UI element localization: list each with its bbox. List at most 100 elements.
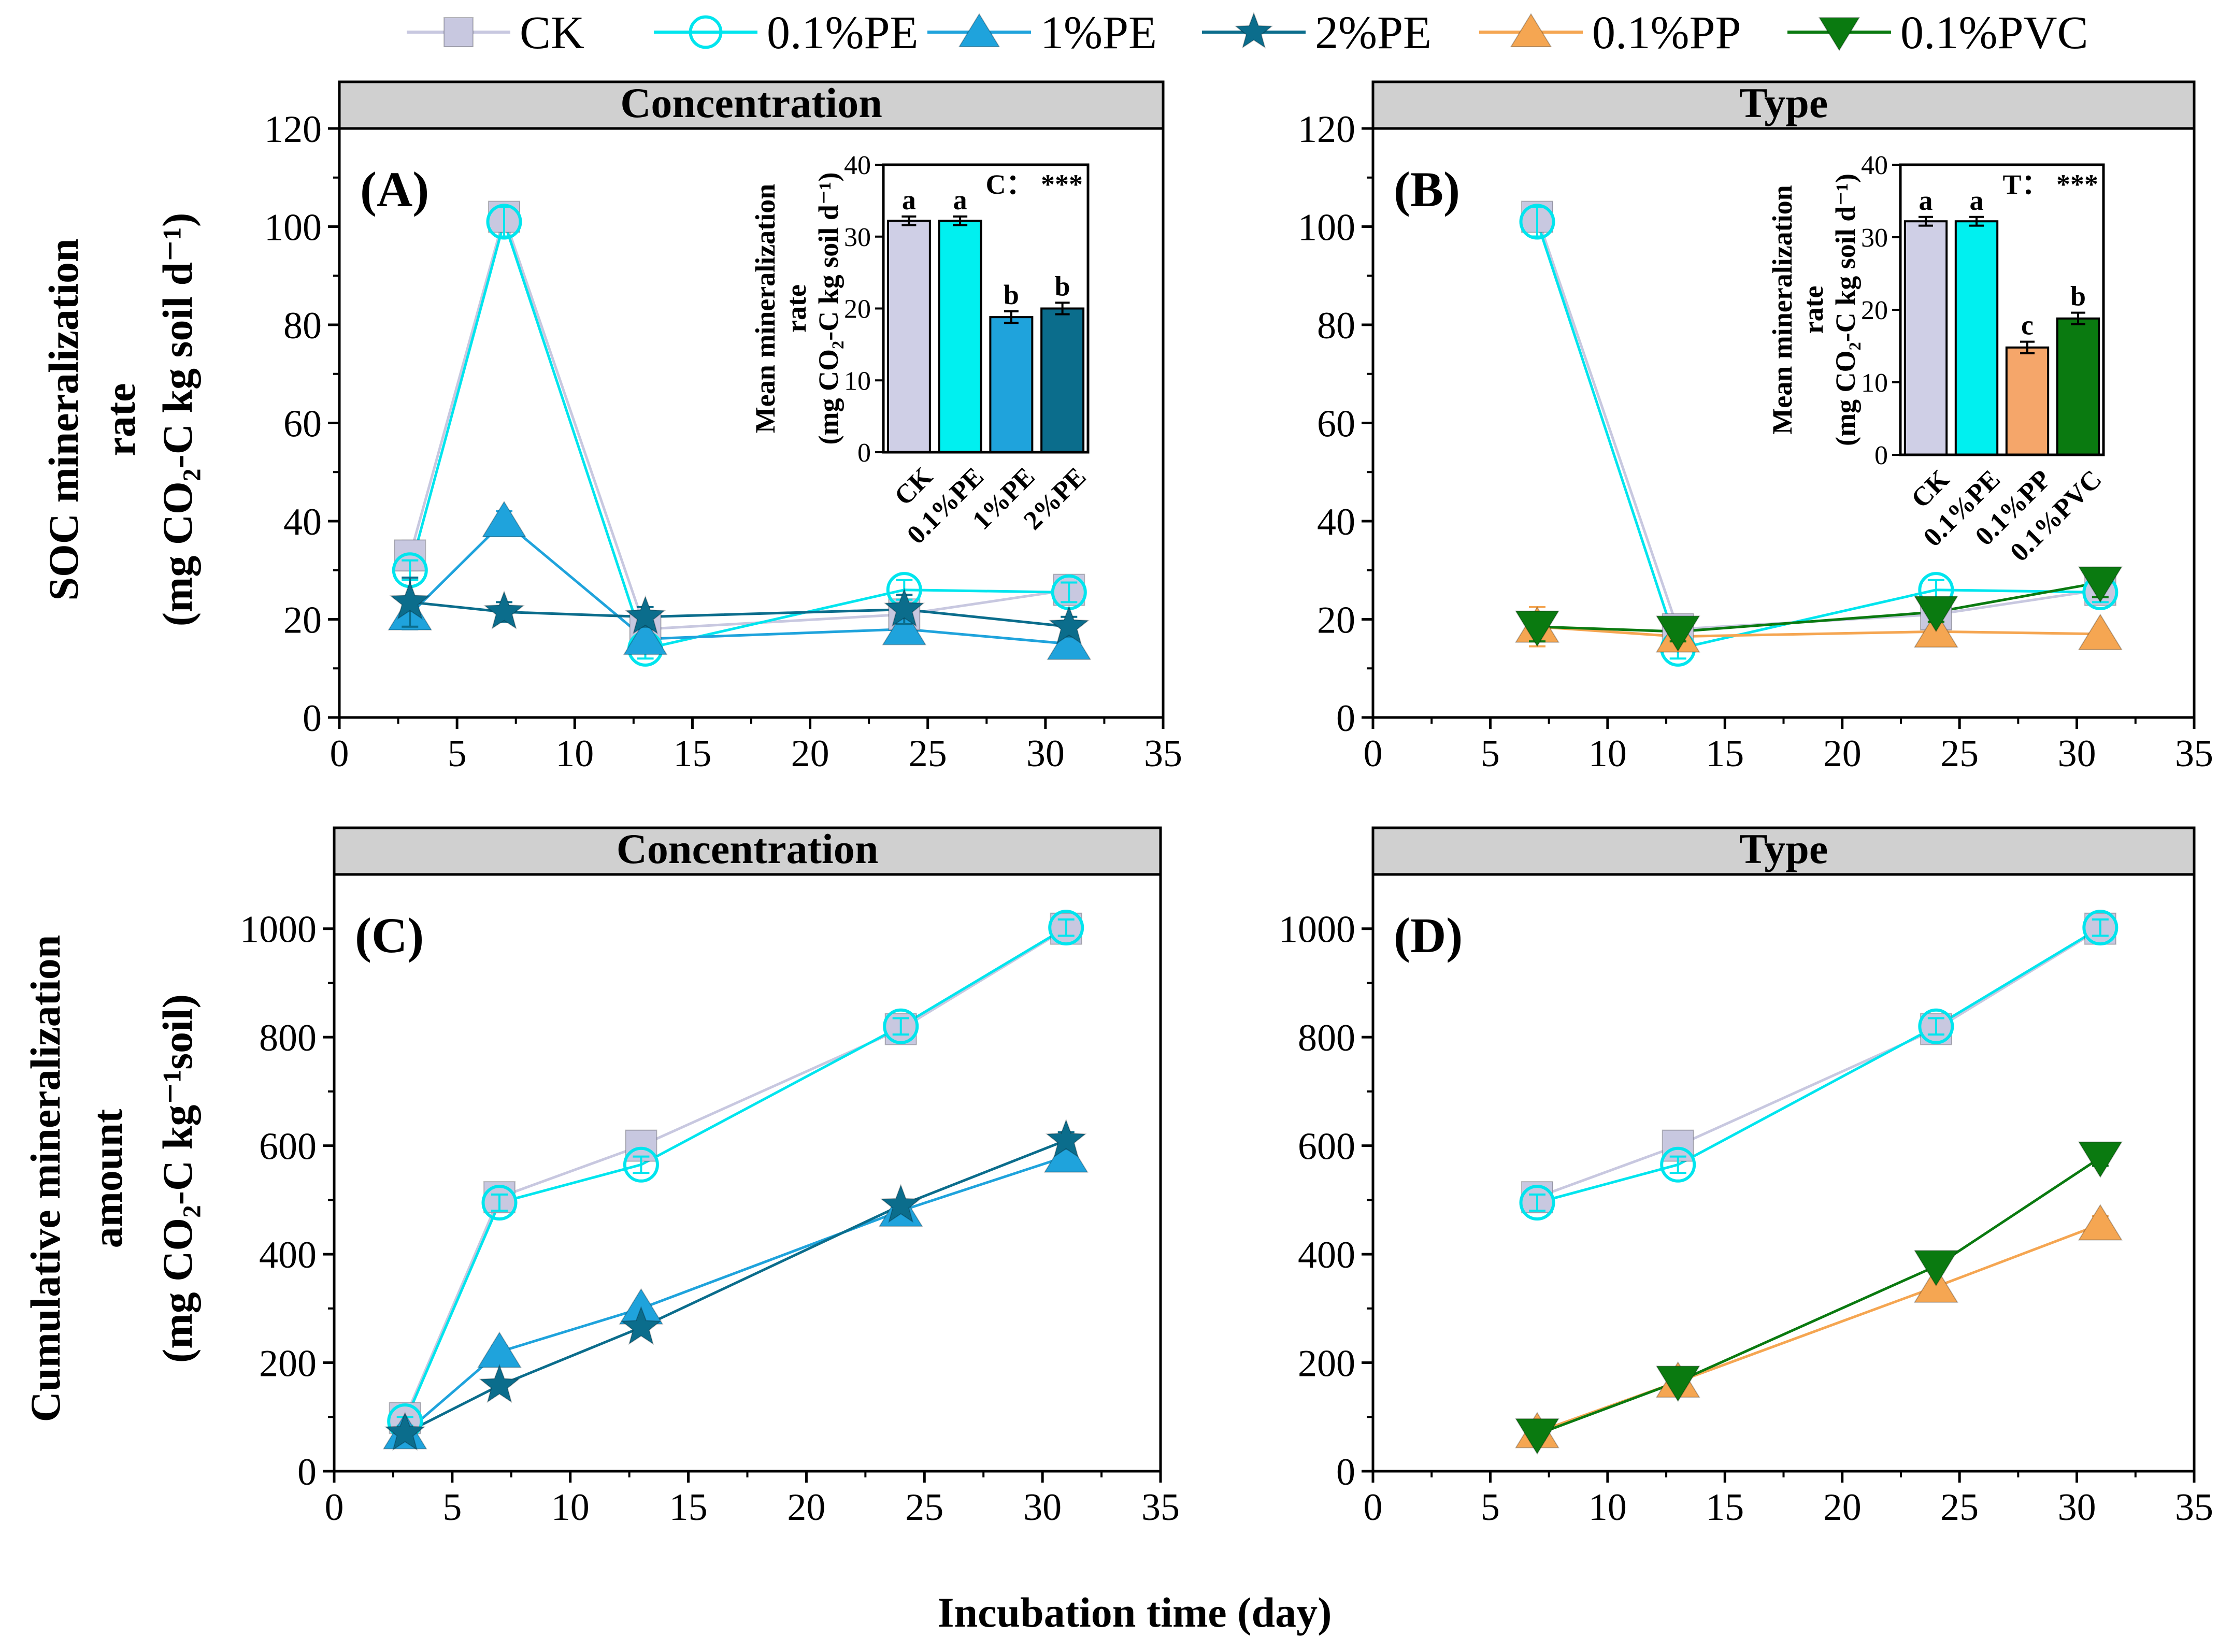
x-tick-label: 35 (1144, 732, 1182, 775)
inset-y-tick-label: 10 (1861, 368, 1888, 398)
x-tick-label: 35 (2175, 1486, 2213, 1529)
legend-label: 1%PE (1040, 7, 1157, 59)
series-line-0-1pctpvc (1537, 581, 2101, 633)
y-tick-label: 400 (1298, 1234, 1355, 1276)
y-tick-label: 100 (264, 207, 322, 249)
data-point (1655, 615, 1700, 652)
rate-y-axis-title: rate (97, 383, 144, 456)
data-point (620, 1305, 662, 1345)
series-points-0-1pctpvc (1514, 566, 2123, 652)
inset-bar-0-1pctpvc (2056, 317, 2100, 456)
x-tick-label: 0 (330, 732, 349, 775)
data-point (1048, 910, 1084, 946)
data-point (624, 595, 666, 635)
x-tick-label: 0 (1364, 1486, 1383, 1529)
inset-y-tick-label: 20 (1861, 296, 1888, 325)
shared-labels: Incubation time (day)SOC mineralization r… (22, 213, 1332, 1636)
data-point (883, 1008, 919, 1044)
data-point (880, 1183, 922, 1223)
inset-annotation: C： *** (986, 169, 1083, 200)
panel-label: (B) (1394, 162, 1460, 217)
y-tick-label: 60 (283, 403, 322, 446)
y-tick-label: 400 (259, 1234, 317, 1276)
x-tick-label: 10 (1588, 732, 1627, 775)
y-tick-label: 800 (259, 1017, 317, 1059)
legend-marker-circle-open (689, 15, 723, 49)
y-tick-label: 200 (1298, 1343, 1355, 1385)
panel-d: Type 0 5 10 15 20 25 30 35 0 200 400 600 800 1000 (D) (1279, 825, 2213, 1529)
panel-c: Concentration 0 5 10 15 20 25 30 35 0 200 400 600 800… (240, 825, 1180, 1529)
x-tick-label: 35 (2175, 732, 2213, 775)
data-point (1519, 1185, 1555, 1221)
series-line-0-1pctpe (1536, 221, 2100, 651)
legend-marker-star (1234, 11, 1273, 49)
inset-y-axis-title: (mg CO₂-C kg soil d⁻¹) (1830, 174, 1861, 446)
legend-label: 2%PE (1315, 7, 1432, 59)
y-tick-label: 200 (259, 1343, 317, 1385)
significance-letter: a (1919, 185, 1933, 216)
y-tick-label: 0 (1336, 1451, 1355, 1493)
cumulative-y-axis-title: Cumulative mineralization (22, 935, 69, 1423)
x-tick-label: 20 (787, 1486, 825, 1529)
data-point (1045, 1118, 1087, 1158)
y-tick-label: 20 (283, 599, 322, 642)
data-point (394, 539, 426, 572)
data-point (2078, 1204, 2123, 1241)
y-tick-label: 600 (259, 1126, 317, 1168)
facet-strip (1371, 80, 2196, 130)
y-tick-label: 40 (283, 501, 322, 543)
data-point (882, 609, 927, 645)
y-tick-label: 1000 (1279, 909, 1355, 951)
legend-label: 0.1%PE (767, 7, 919, 59)
y-tick-label: 800 (1298, 1017, 1355, 1059)
significance-letter: b (1004, 279, 1019, 310)
x-tick-label: 20 (791, 732, 829, 775)
inset-y-axis-title: Mean mineralization (750, 184, 781, 433)
data-point (1655, 1366, 1700, 1402)
inset-y-tick-label: 20 (844, 295, 871, 324)
inset-bar-2pctpe (1040, 307, 1085, 453)
y-tick-label: 600 (1298, 1126, 1355, 1168)
inset-y-tick-label: 10 (844, 366, 871, 396)
significance-letter: a (953, 184, 967, 216)
inset-bar-1pctpe (989, 316, 1034, 454)
data-point (1660, 1146, 1696, 1183)
series-points-2pctpe (384, 1118, 1087, 1451)
series-line-0-1pctpp (1537, 1223, 2101, 1433)
y-tick-label: 0 (1336, 697, 1355, 740)
x-tick-label: 35 (1141, 1486, 1180, 1529)
data-point (2078, 566, 2123, 603)
x-tick-label: 25 (909, 732, 947, 775)
legend: CK 0.1%PE 1%PE 2%PE 0.1%PP 0.1%PVC (407, 7, 2088, 59)
series-line-1pctpe (409, 519, 1069, 645)
rate-y-axis-title: (mg CO₂-C kg soil d⁻¹) (154, 213, 201, 627)
x-tick-label: 25 (1940, 1486, 1979, 1529)
significance-letter: b (1055, 270, 1070, 301)
significance-letter: c (2021, 310, 2034, 341)
data-point (479, 1363, 520, 1403)
x-axis-title: Incubation time (day) (938, 1589, 1332, 1636)
x-tick-label: 30 (1023, 1486, 1062, 1529)
inset-annotation: T： *** (2002, 169, 2098, 200)
legend-item-0-1pctpvc: 0.1%PVC (1787, 7, 2088, 59)
plot-frame (1371, 873, 2196, 1473)
series-points-ck (1521, 912, 2116, 1214)
x-tick-label: 10 (1588, 1486, 1627, 1529)
inset-y-axis-title: (mg CO₂-C kg soil d⁻¹) (813, 173, 844, 445)
inset-y-axis-title: rate (1798, 286, 1829, 334)
data-point (1514, 610, 1560, 648)
y-tick-label: 1000 (240, 909, 317, 951)
series-points-2pctpe (389, 576, 1090, 644)
x-tick-label: 30 (2058, 732, 2096, 775)
series-points-0-1pctpp (1514, 1204, 2123, 1448)
y-tick-label: 0 (303, 697, 322, 740)
y-tick-label: 80 (283, 305, 322, 347)
data-point (384, 1411, 426, 1451)
panel-label: (D) (1394, 908, 1463, 963)
inset-bar-0-1pctpp (2005, 346, 2050, 456)
cumulative-y-axis-title: (mg CO₂-C kg⁻¹soil) (154, 994, 201, 1363)
legend-label: 0.1%PVC (1900, 7, 2088, 59)
series-line-0-1pctpp (1537, 625, 2100, 638)
